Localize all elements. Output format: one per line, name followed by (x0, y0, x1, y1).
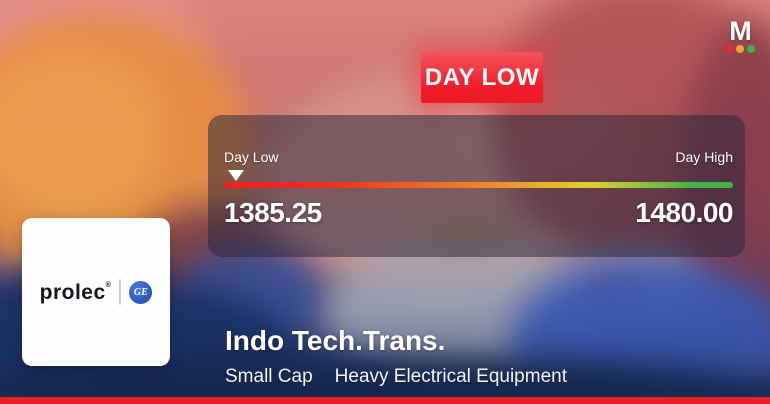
photo-blob (0, 45, 165, 215)
day-high-label: Day High (675, 149, 733, 165)
company-name: Indo Tech.Trans. (225, 325, 446, 356)
brand-dots-icon (721, 45, 759, 53)
ge-monogram-icon: GE (129, 280, 153, 304)
day-low-value: 1385.25 (224, 197, 322, 228)
registered-mark: ® (105, 281, 112, 289)
market-cap-label: Small Cap (225, 366, 313, 387)
company-logo-card: prolec® GE (22, 218, 170, 366)
day-range-panel: Day Low Day High 1385.25 1480.00 (208, 115, 745, 257)
prolec-wordmark: prolec® (39, 280, 112, 304)
industry-label: Heavy Electrical Equipment (334, 366, 567, 387)
footer-accent-bar (0, 397, 770, 404)
brand-m-icon: M (729, 16, 752, 46)
day-high-value: 1480.00 (635, 197, 733, 228)
logo-divider (119, 279, 122, 305)
range-values-row: 1385.25 1480.00 (224, 197, 733, 229)
day-range-gradient-bar (224, 182, 733, 188)
brand-dot-orange-icon (736, 45, 744, 53)
day-low-banner-label: DAY LOW (424, 63, 540, 91)
day-low-banner: DAY LOW (421, 52, 543, 103)
day-low-label: Day Low (224, 149, 279, 165)
brand-dot-green-icon (747, 45, 755, 53)
brand-logo: M (721, 16, 759, 53)
brand-dot-red-icon (725, 45, 733, 53)
company-meta-row: Small Cap Heavy Electrical Equipment (225, 366, 567, 388)
range-labels-row: Day Low Day High (224, 149, 733, 165)
company-info: Indo Tech.Trans. Small Cap Heavy Electri… (225, 327, 567, 388)
day-low-marker-icon (228, 170, 244, 181)
